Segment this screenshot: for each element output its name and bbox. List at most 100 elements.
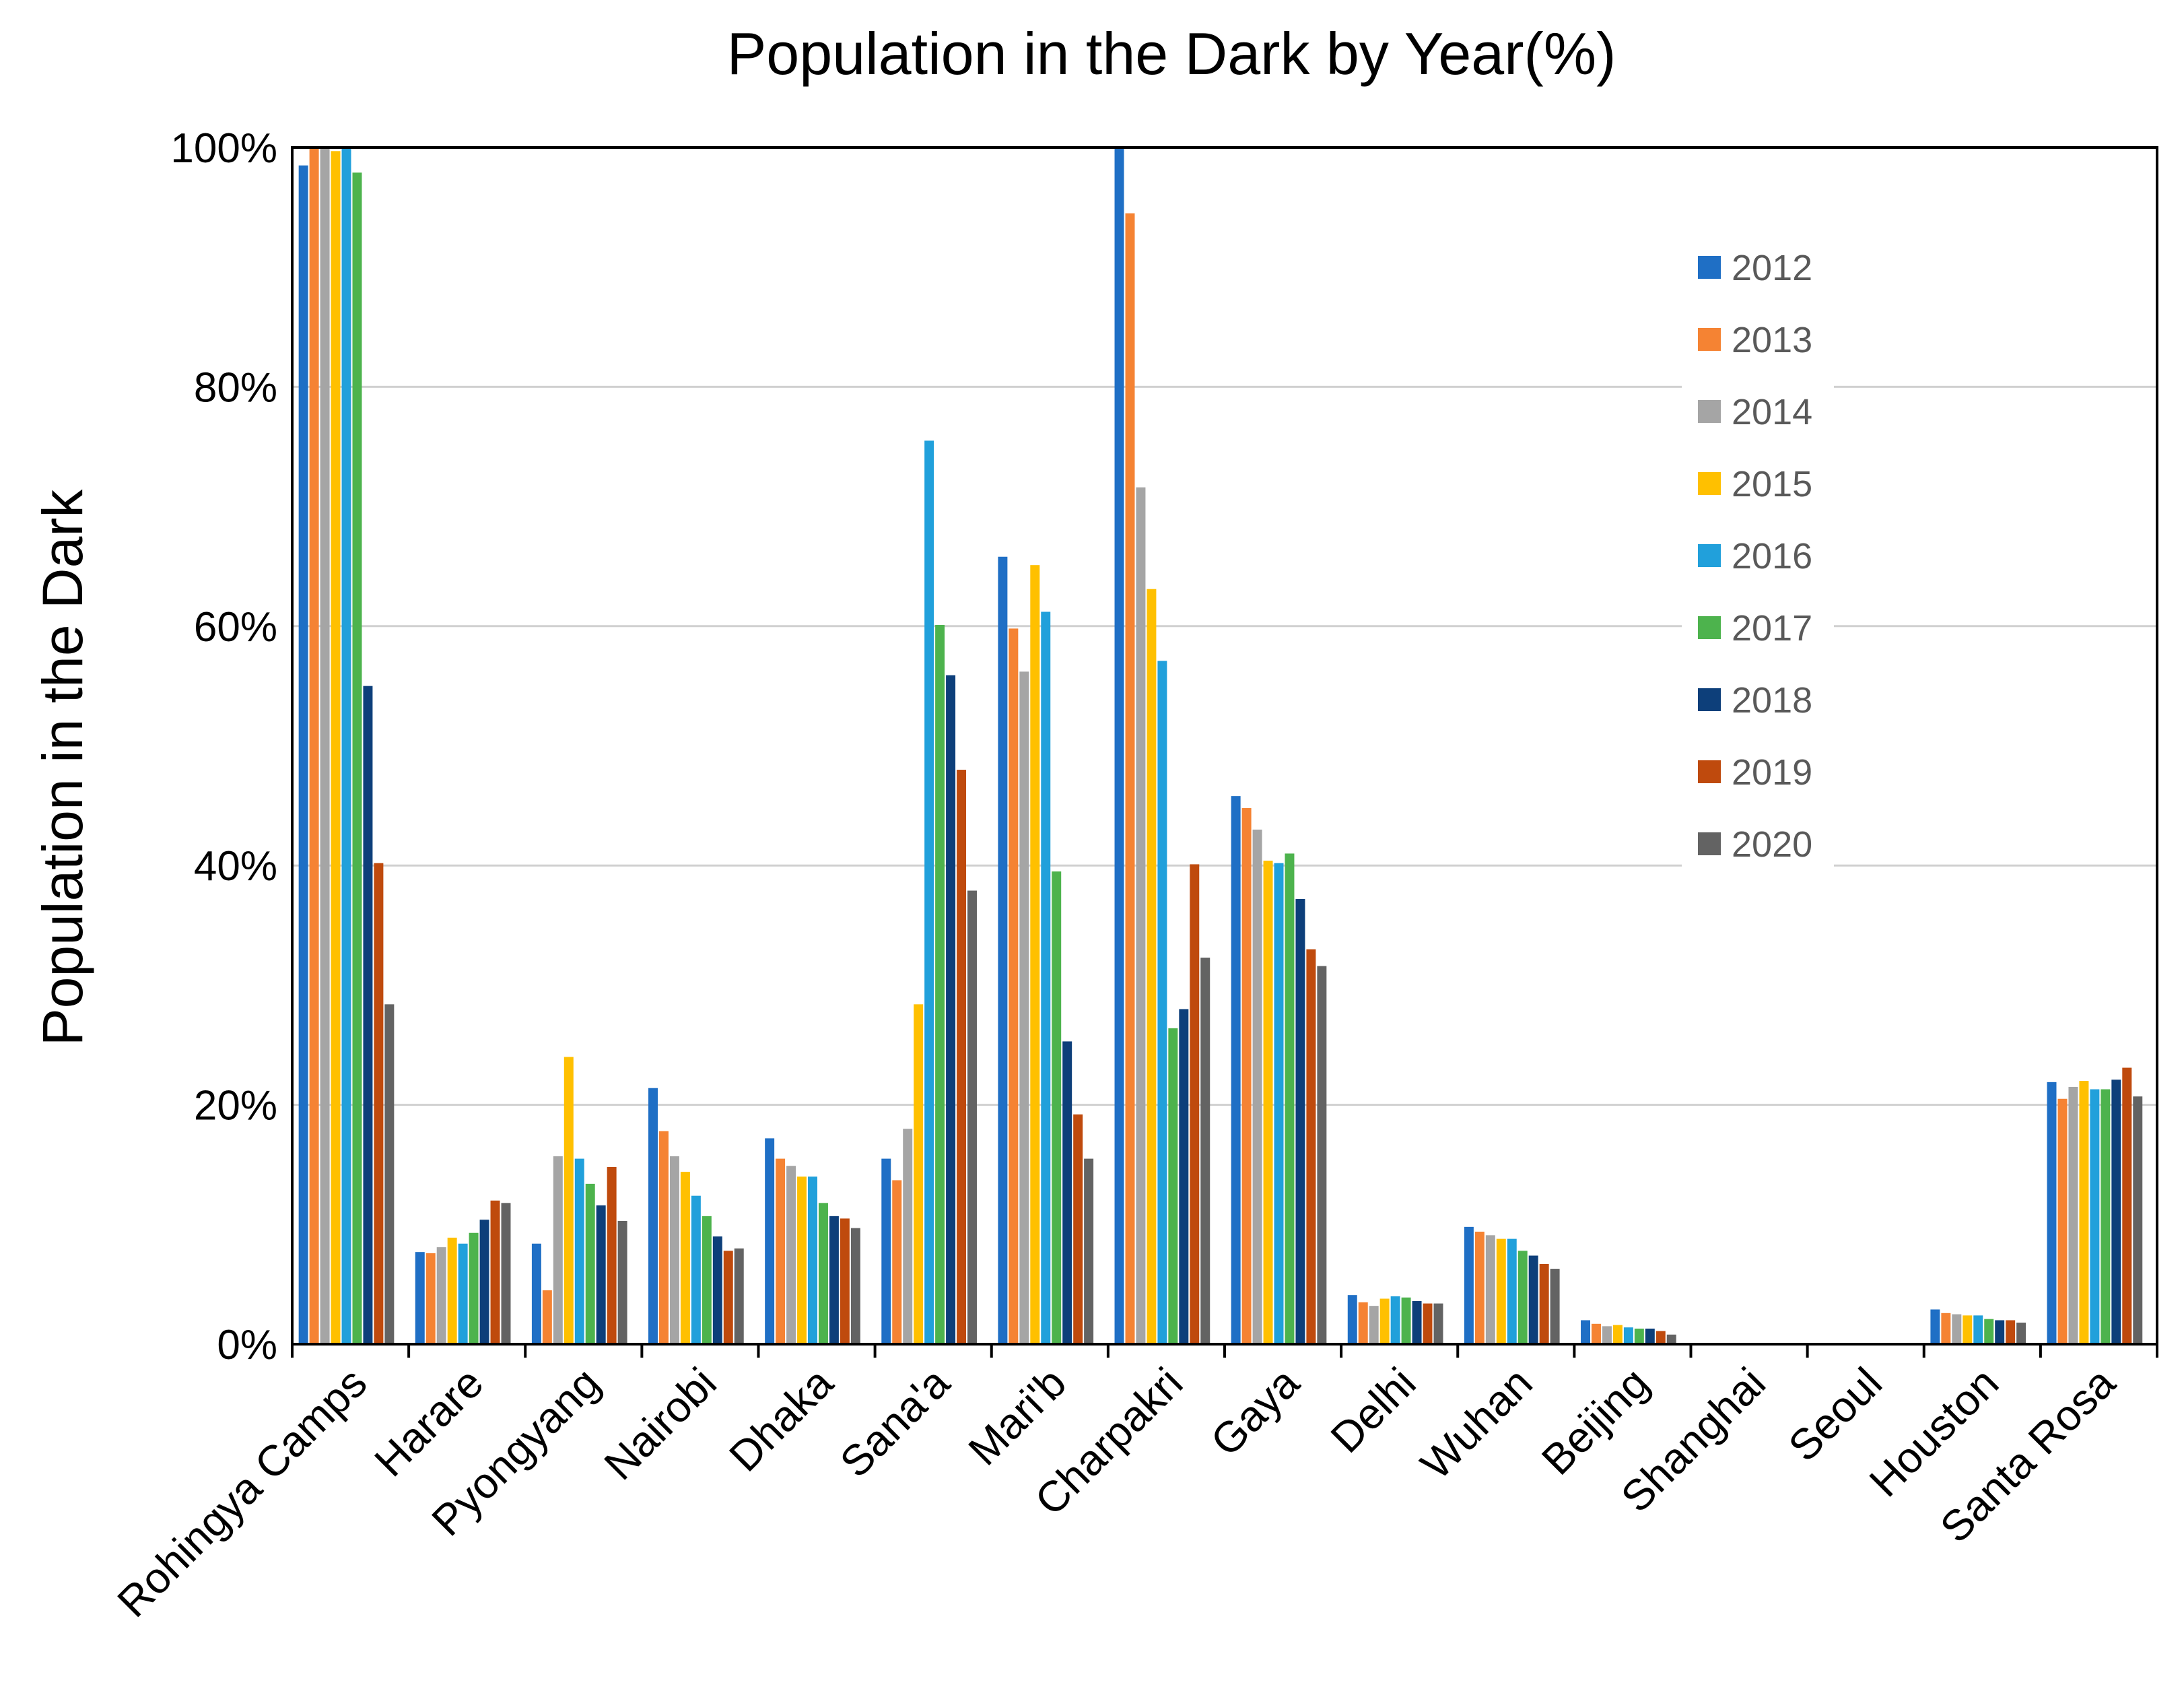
legend-swatch xyxy=(1698,472,1721,495)
bar xyxy=(1317,966,1327,1344)
bar xyxy=(425,1253,436,1344)
legend-swatch xyxy=(1698,616,1721,639)
bar xyxy=(2068,1086,2078,1344)
bar xyxy=(320,147,330,1344)
bar xyxy=(1295,898,1305,1344)
bar xyxy=(1656,1331,1666,1344)
bar xyxy=(1390,1296,1400,1344)
bar xyxy=(723,1251,733,1344)
bar xyxy=(1952,1314,1962,1344)
bar xyxy=(1041,611,1051,1344)
bar xyxy=(1517,1251,1528,1344)
bar xyxy=(892,1180,902,1344)
bar xyxy=(967,890,977,1344)
bar xyxy=(946,675,956,1344)
bar xyxy=(1062,1041,1072,1344)
bar xyxy=(1241,807,1252,1344)
bar xyxy=(1433,1303,1443,1344)
bar xyxy=(786,1166,796,1344)
bar xyxy=(501,1203,511,1344)
y-tick-label: 60% xyxy=(194,604,277,651)
bar xyxy=(1030,565,1040,1345)
bar xyxy=(1592,1323,1601,1344)
bar xyxy=(2006,1320,2016,1344)
bar xyxy=(1507,1238,1517,1344)
bar xyxy=(1200,958,1210,1344)
bar xyxy=(1274,863,1284,1344)
bar xyxy=(797,1176,807,1344)
x-tick-label: Dhaka xyxy=(720,1358,842,1481)
bar xyxy=(490,1200,500,1344)
gridlines xyxy=(292,385,2157,1106)
bar xyxy=(776,1158,786,1344)
bar xyxy=(1464,1226,1474,1344)
bar xyxy=(1634,1328,1644,1344)
bar xyxy=(447,1237,457,1344)
legend-label: 2016 xyxy=(1732,536,1812,576)
bars-group xyxy=(298,147,2143,1345)
bar xyxy=(648,1088,658,1344)
bar xyxy=(1645,1328,1655,1344)
bar xyxy=(712,1236,722,1344)
bar xyxy=(1984,1319,1994,1344)
bar xyxy=(1550,1269,1560,1344)
y-axis-label: Population in the Dark xyxy=(31,489,94,1047)
bar xyxy=(2057,1098,2068,1344)
x-tick-label: Delhi xyxy=(1322,1358,1425,1462)
legend-swatch xyxy=(1698,256,1721,279)
bar xyxy=(1623,1327,1633,1344)
bar xyxy=(2111,1080,2121,1344)
bar xyxy=(1474,1231,1485,1344)
legend-label: 2017 xyxy=(1732,608,1812,649)
bar xyxy=(1252,829,1262,1344)
bar xyxy=(1136,487,1146,1345)
bar xyxy=(1539,1263,1549,1344)
bar xyxy=(415,1252,425,1344)
bar xyxy=(1306,949,1316,1344)
bar xyxy=(808,1176,817,1344)
bar xyxy=(1581,1320,1590,1344)
bar xyxy=(680,1172,690,1344)
bar xyxy=(331,151,341,1345)
bar xyxy=(458,1243,468,1344)
legend: 2012 2013 2014 2015 2016 2017 2018 2019 2020 xyxy=(1682,232,1834,875)
bar xyxy=(1231,796,1241,1344)
legend-swatch xyxy=(1698,688,1721,711)
chart-title: Population in the Dark by Year(%) xyxy=(727,20,1616,87)
x-tick-label: Rohingya Camps xyxy=(108,1358,376,1626)
bar xyxy=(1157,661,1167,1344)
bar xyxy=(734,1248,744,1344)
bar xyxy=(298,165,308,1344)
bar xyxy=(1412,1301,1422,1344)
bar xyxy=(617,1220,627,1344)
bar xyxy=(309,147,319,1344)
bar xyxy=(659,1131,669,1344)
bar xyxy=(2047,1082,2057,1344)
bar xyxy=(1930,1309,1940,1344)
legend-label: 2018 xyxy=(1732,680,1812,721)
bar xyxy=(935,625,945,1344)
x-axis xyxy=(291,1344,2158,1358)
y-tick-label: 20% xyxy=(194,1083,277,1129)
bar xyxy=(881,1158,891,1344)
bar xyxy=(574,1158,584,1344)
bar xyxy=(2090,1089,2100,1344)
bar xyxy=(1125,213,1135,1344)
bar xyxy=(1401,1297,1411,1344)
legend-label: 2020 xyxy=(1732,824,1812,865)
bar xyxy=(840,1218,850,1344)
bar xyxy=(2016,1323,2026,1344)
x-tick-label: Sana'a xyxy=(831,1358,959,1487)
bar xyxy=(607,1167,617,1344)
bar xyxy=(1168,1028,1178,1344)
bar xyxy=(1973,1315,1983,1344)
bar xyxy=(2122,1067,2132,1344)
legend-label: 2014 xyxy=(1732,392,1812,432)
bar xyxy=(924,440,934,1344)
bar xyxy=(1528,1255,1538,1344)
bar xyxy=(1666,1334,1676,1344)
y-tick-label: 40% xyxy=(194,843,277,890)
bar xyxy=(998,556,1008,1344)
bar xyxy=(1190,864,1200,1344)
bar xyxy=(384,1004,395,1344)
